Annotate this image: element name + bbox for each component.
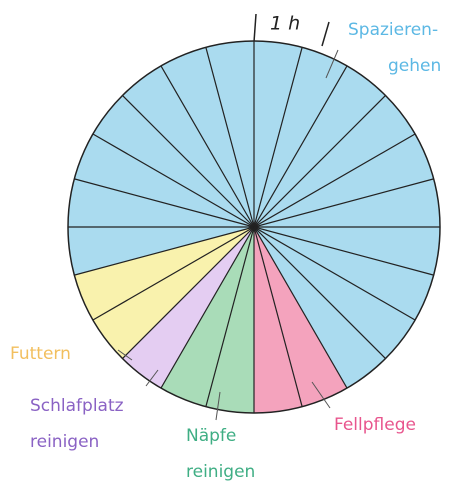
hour-line xyxy=(74,178,255,228)
pie-outline xyxy=(67,40,441,414)
hour-line xyxy=(74,226,255,276)
hour-line xyxy=(253,226,416,321)
leader-line xyxy=(215,391,221,421)
slice-label: Fellpflege xyxy=(334,415,416,435)
hour-line xyxy=(160,65,255,228)
hour-line xyxy=(205,47,255,228)
hour-line xyxy=(205,226,255,407)
pie-slice xyxy=(161,227,254,413)
hour-line xyxy=(253,65,348,228)
pie-slice xyxy=(254,227,347,413)
hour-line xyxy=(160,226,255,389)
hour-line xyxy=(92,226,255,321)
slice-label: gehen xyxy=(388,56,441,76)
slice-label: reinigen xyxy=(186,462,255,482)
hour-line xyxy=(122,226,255,359)
leader-line xyxy=(311,381,331,409)
pie-slice xyxy=(74,227,254,359)
leader-line xyxy=(145,369,159,387)
hour-line xyxy=(253,178,434,228)
leader-line xyxy=(325,49,339,79)
slice-label: Schlafplatz xyxy=(30,396,124,416)
slice-label: Spazieren- xyxy=(348,20,438,40)
hour-line xyxy=(253,226,348,389)
hour-line xyxy=(92,133,255,228)
hour-line xyxy=(122,95,255,228)
pie-slice xyxy=(122,227,254,389)
leader-line xyxy=(117,349,133,361)
slice-label: Futtern xyxy=(10,344,71,364)
hour-line xyxy=(253,47,303,228)
hour-line xyxy=(253,95,386,228)
hour-line xyxy=(253,226,303,407)
hour-line xyxy=(253,133,416,228)
slice-label: reinigen xyxy=(30,432,99,452)
annotation: 1 h xyxy=(270,13,300,35)
annotation-tick xyxy=(321,21,330,47)
slice-label: Näpfe xyxy=(186,426,236,446)
annotation-tick xyxy=(253,13,257,43)
hour-line xyxy=(253,226,434,276)
hour-line xyxy=(253,226,386,359)
